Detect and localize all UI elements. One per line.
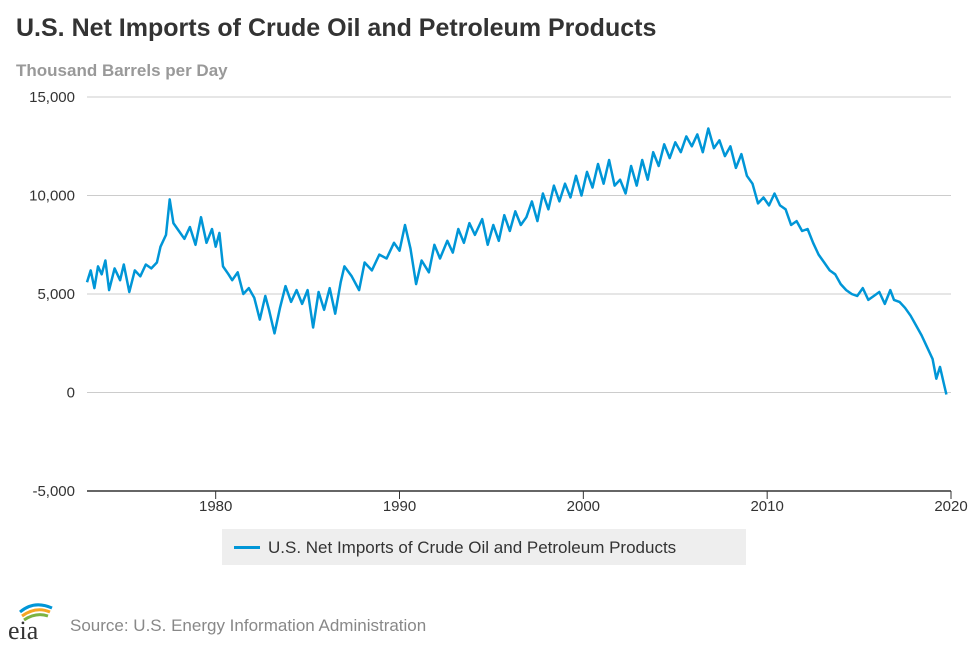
y-tick-label: 5,000 [37,286,75,303]
legend-label: U.S. Net Imports of Crude Oil and Petrol… [268,538,677,557]
logo-text: eia [8,616,39,642]
legend[interactable]: U.S. Net Imports of Crude Oil and Petrol… [222,529,746,565]
x-tick-label: 1990 [383,498,416,515]
gridlines [87,96,951,393]
chart-subtitle: Thousand Barrels per Day [16,61,228,80]
series-layer [85,127,948,395]
x-tick-label: 2020 [934,498,967,515]
line-chart: -5,000 0 5,000 10,000 15,000 1980 1990 2000 201… [29,89,968,515]
y-axis-ticks: -5,000 0 5,000 10,000 15,000 [29,89,75,500]
chart-title: U.S. Net Imports of Crude Oil and Petrol… [16,14,657,42]
y-tick-label: 15,000 [29,89,75,106]
x-tick-label: 2000 [567,498,600,515]
y-tick-label: 0 [67,385,75,402]
y-tick-label: -5,000 [32,483,75,500]
series-line-0[interactable] [85,127,948,395]
y-tick-label: 10,000 [29,188,75,205]
x-tick-label: 2010 [750,498,783,515]
source-note: Source: U.S. Energy Information Administ… [70,616,427,635]
eia-logo-icon: eia [8,603,53,642]
x-tick-label: 1980 [199,498,232,515]
legend-swatch [234,546,260,549]
x-axis: 1980 1990 2000 2010 2020 [87,490,968,515]
